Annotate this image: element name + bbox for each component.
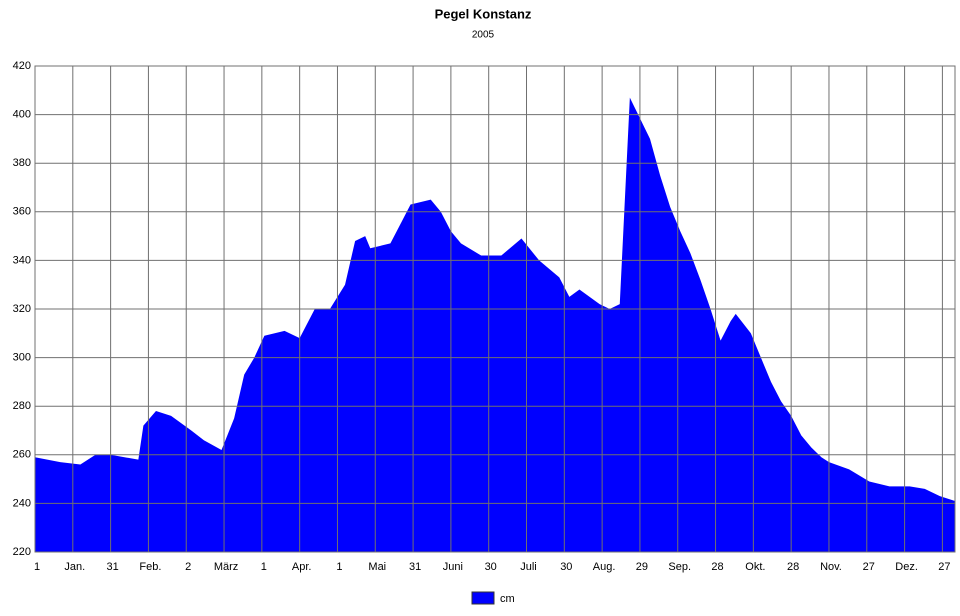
x-tick-label: 2: [185, 561, 191, 573]
x-tick-label: 29: [636, 561, 648, 573]
y-tick-label: 300: [13, 352, 31, 364]
y-tick-label: 320: [13, 303, 31, 315]
x-tick-label: 1: [336, 561, 342, 573]
y-tick-label: 280: [13, 400, 31, 412]
chart-title: Pegel Konstanz: [435, 6, 532, 21]
y-tick-label: 380: [13, 157, 31, 169]
x-tick-label: 1: [261, 561, 267, 573]
x-tick-label: Sep.: [668, 561, 691, 573]
x-tick-label: Juni: [443, 561, 463, 573]
y-tick-label: 420: [13, 60, 31, 72]
y-tick-label: 260: [13, 449, 31, 461]
x-tick-label: 1: [34, 561, 40, 573]
x-tick-label: März: [214, 561, 238, 573]
x-tick-label: 28: [787, 561, 799, 573]
y-tick-label: 220: [13, 546, 31, 558]
x-tick-label: 30: [560, 561, 572, 573]
x-tick-label: Juli: [520, 561, 537, 573]
x-tick-label: Apr.: [292, 561, 312, 573]
x-tick-label: Aug.: [593, 561, 616, 573]
y-tick-label: 240: [13, 497, 31, 509]
legend-swatch: [471, 591, 495, 605]
x-tick-label: 30: [485, 561, 497, 573]
chart-subtitle: 2005: [472, 30, 495, 41]
y-tick-label: 360: [13, 206, 31, 218]
legend-label: cm: [500, 593, 515, 605]
area: [35, 97, 955, 552]
x-tick-label: Mai: [368, 561, 386, 573]
x-tick-label: Dez.: [895, 561, 918, 573]
x-tick-label: 27: [938, 561, 950, 573]
x-tick-label: 27: [863, 561, 875, 573]
y-tick-label: 340: [13, 254, 31, 266]
plot-border: [34, 65, 956, 553]
y-tick-label: 400: [13, 109, 31, 121]
x-tick-label: Jan.: [64, 561, 85, 573]
x-tick-label: 31: [409, 561, 421, 573]
x-tick-label: 31: [106, 561, 118, 573]
x-tick-label: Nov.: [820, 561, 842, 573]
x-tick-label: 28: [711, 561, 723, 573]
x-tick-label: Okt.: [745, 561, 765, 573]
x-tick-label: Feb.: [139, 561, 161, 573]
